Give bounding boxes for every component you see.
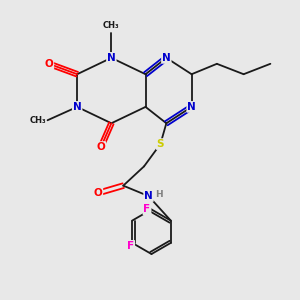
Text: H: H (155, 190, 163, 199)
Text: O: O (97, 142, 105, 152)
Text: O: O (45, 59, 53, 69)
Text: S: S (157, 139, 164, 149)
Text: N: N (73, 102, 82, 112)
Text: CH₃: CH₃ (29, 116, 46, 125)
Text: N: N (107, 53, 116, 63)
Text: CH₃: CH₃ (103, 21, 120, 30)
Text: F: F (127, 241, 134, 251)
Text: N: N (187, 102, 196, 112)
Text: O: O (94, 188, 102, 198)
Text: N: N (144, 191, 153, 201)
Text: N: N (162, 53, 171, 63)
Text: F: F (143, 204, 151, 214)
